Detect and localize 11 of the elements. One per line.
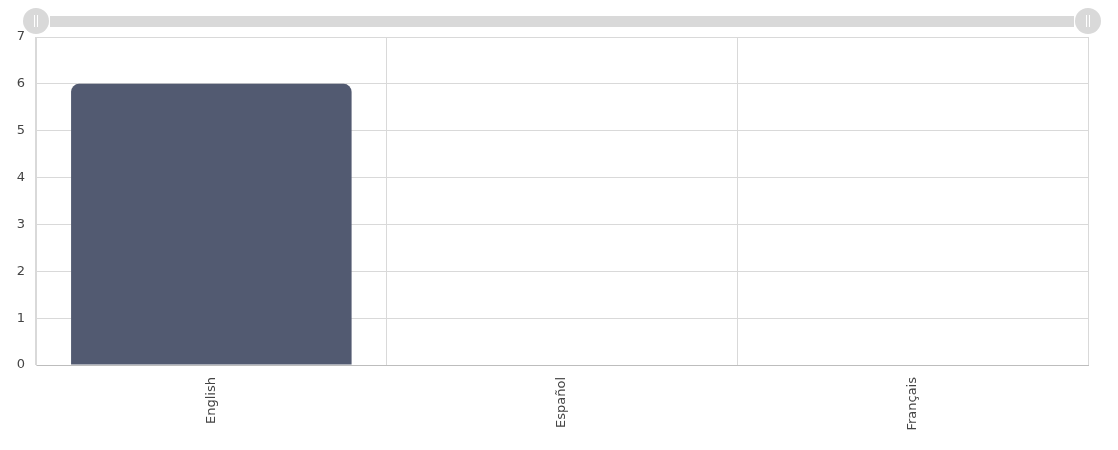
x-tick-label: Español — [553, 377, 569, 429]
y-tick-label: 3 — [16, 215, 25, 231]
y-tick-label: 2 — [16, 262, 25, 278]
y-tick-label: 7 — [16, 28, 25, 44]
x-tick-label: English — [202, 377, 218, 424]
y-tick-label: 0 — [16, 356, 25, 372]
y-tick-label: 4 — [16, 168, 25, 184]
y-tick-label: 6 — [16, 75, 25, 91]
y-tick-label: 1 — [16, 309, 25, 325]
x-tick-label: Français — [904, 376, 920, 431]
y-tick-label: 5 — [16, 122, 25, 138]
